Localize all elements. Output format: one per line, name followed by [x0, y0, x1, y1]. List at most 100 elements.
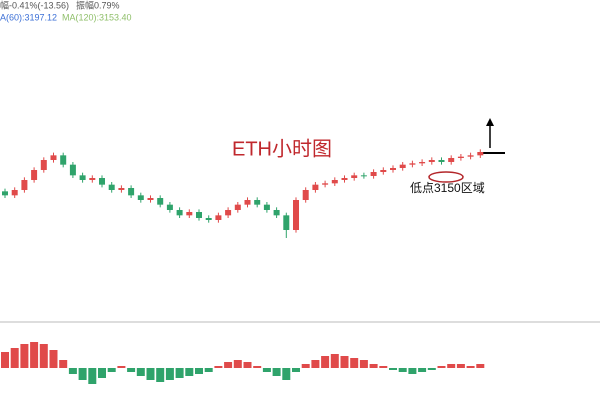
candle-body — [409, 163, 416, 165]
macd-bar — [88, 368, 97, 384]
macd-bar — [39, 344, 48, 368]
macd-bar — [282, 368, 291, 380]
macd-bar — [253, 366, 262, 368]
macd-bar — [330, 354, 339, 368]
macd-bar — [379, 366, 388, 368]
candle-body — [390, 168, 396, 170]
macd-bar — [78, 368, 87, 380]
macd-bar — [20, 344, 29, 368]
macd-bar — [1, 352, 9, 368]
macd-bar — [98, 368, 106, 378]
candle-body — [118, 188, 125, 190]
candle-body — [196, 212, 202, 218]
candle-body — [225, 210, 232, 216]
candle-body — [370, 172, 377, 176]
candle-body — [244, 200, 251, 205]
macd-bar — [447, 364, 456, 368]
macd-bar — [262, 368, 271, 372]
macd-bar — [292, 368, 300, 372]
macd-bar — [233, 360, 242, 368]
candle-body — [166, 204, 173, 210]
macd-bar — [49, 350, 58, 368]
candle-body — [263, 204, 270, 210]
candle-body — [312, 184, 319, 190]
candle-body — [215, 215, 222, 220]
candle-body — [128, 188, 135, 196]
macd-bar — [321, 356, 330, 368]
chart-title: ETH小时图 — [232, 137, 332, 160]
candle-body — [157, 198, 164, 205]
candle-body — [89, 178, 96, 180]
macd-bar — [301, 364, 310, 368]
macd-bar — [136, 368, 145, 376]
candle-body — [99, 178, 105, 185]
annotation: 低点3150区域 — [410, 181, 485, 195]
macd-bar — [214, 366, 223, 368]
header-amplitude: 振幅0.79% — [76, 0, 120, 10]
candle-body — [457, 156, 464, 158]
macd-bar — [418, 368, 427, 372]
macd-bar — [476, 364, 485, 368]
candle-body — [79, 175, 86, 180]
candle-body — [137, 195, 144, 200]
candle-body — [273, 210, 280, 216]
macd-bar — [389, 368, 397, 370]
macd-bar — [359, 360, 368, 368]
macd-bar — [59, 360, 68, 368]
macd-bar — [350, 358, 359, 368]
macd-bar — [156, 368, 165, 382]
candle-body — [147, 198, 154, 200]
macd-bar — [369, 364, 378, 368]
candle-body — [234, 204, 241, 210]
macd-bar — [107, 368, 116, 372]
highlight-ellipse — [428, 171, 464, 183]
macd-bar — [204, 368, 213, 372]
candle-body — [419, 162, 426, 164]
macd-bar — [224, 362, 233, 368]
candle-body — [331, 180, 338, 184]
candle-body — [205, 218, 212, 220]
candle-body — [11, 190, 18, 196]
candle-body — [351, 175, 358, 178]
candle-body — [380, 170, 387, 172]
macd-bar — [195, 368, 203, 374]
candle-body — [50, 155, 57, 160]
macd-bar — [456, 364, 465, 368]
macd-bar — [146, 368, 155, 380]
candle-body — [21, 180, 28, 190]
candle-body — [254, 200, 261, 205]
candle-body — [69, 164, 76, 176]
macd-bar — [185, 368, 194, 376]
candle-body — [341, 178, 348, 180]
macd-bar — [466, 366, 475, 368]
candle-body — [40, 160, 47, 170]
macd-bar — [175, 368, 184, 378]
candle-body — [302, 190, 309, 200]
header-change: 幅-0.41%(-13.56) — [0, 0, 69, 10]
macd-bar — [272, 368, 281, 376]
candle-body — [31, 170, 38, 180]
candle-body — [428, 160, 435, 162]
candle-body — [448, 158, 455, 162]
macd-bar — [398, 368, 407, 372]
macd-bar — [117, 366, 126, 368]
candle-body — [438, 160, 445, 162]
macd-bar — [408, 368, 417, 374]
macd-bar — [243, 362, 252, 368]
candle-body — [60, 155, 67, 165]
macd-bar — [30, 342, 39, 368]
candle-body — [176, 210, 183, 216]
candle-body — [360, 175, 367, 177]
macd-bar — [10, 348, 19, 368]
candle-body — [283, 215, 290, 230]
macd-bar — [340, 356, 349, 368]
arrow-head — [486, 118, 494, 126]
macd-bar — [68, 368, 77, 374]
candle-body — [477, 152, 484, 156]
candle-body — [467, 155, 474, 157]
candle-body — [186, 212, 193, 216]
candle-body — [108, 184, 115, 190]
macd-bar — [311, 360, 320, 368]
candle-body — [322, 183, 329, 185]
